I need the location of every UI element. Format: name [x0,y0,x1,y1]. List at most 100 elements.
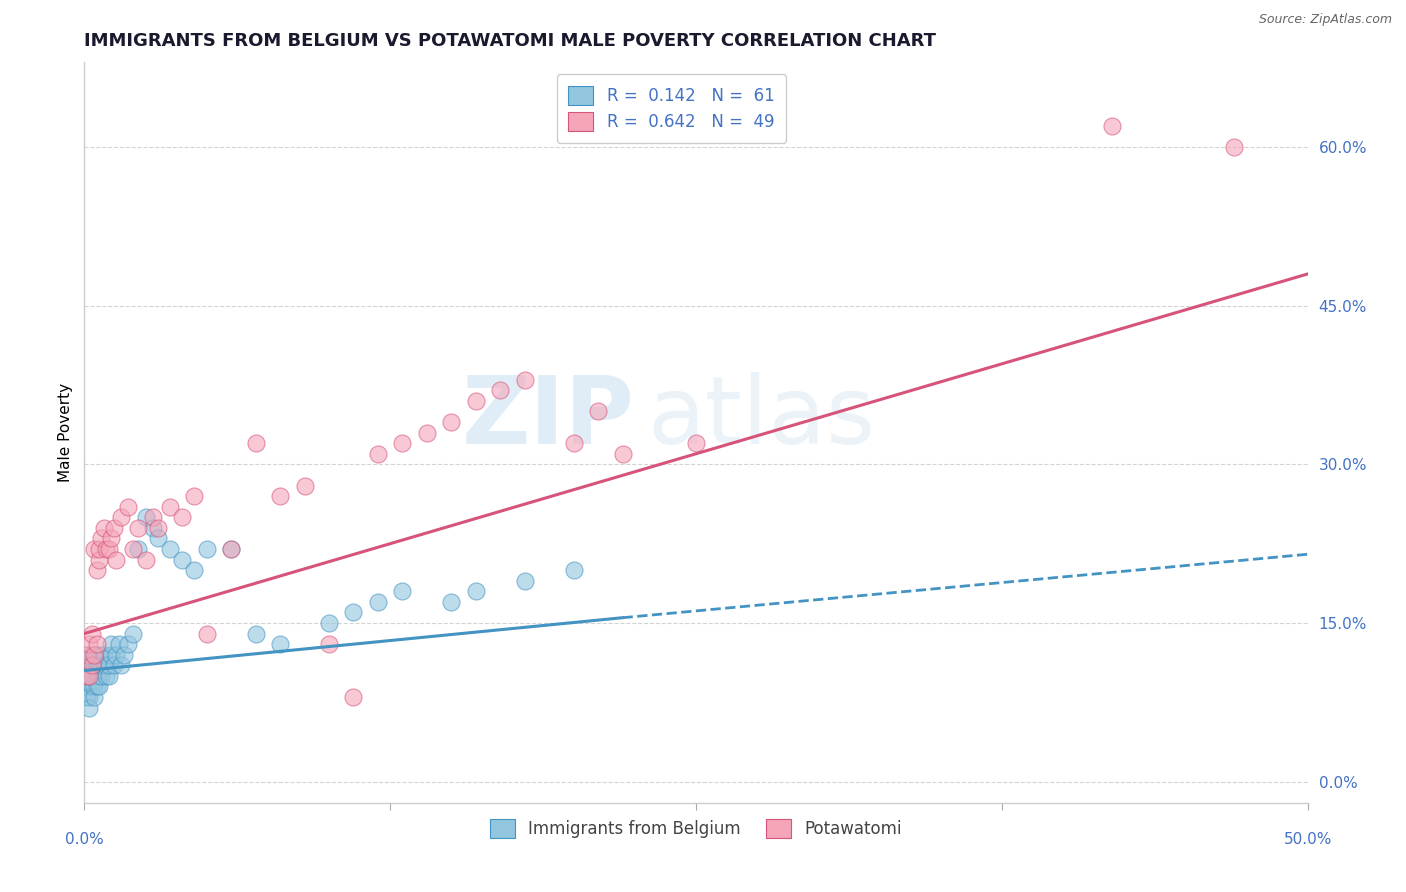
Text: ZIP: ZIP [463,372,636,464]
Point [110,658,132,673]
Point [135,552,157,566]
Point [1101,119,1123,133]
Point [83,669,105,683]
Point [97,541,120,556]
Point [117,637,139,651]
Point [464,393,486,408]
Point [80,626,103,640]
Text: atlas: atlas [647,372,876,464]
Point [159,500,181,514]
Point [112,648,135,662]
Point [183,563,205,577]
Text: IMMIGRANTS FROM BELGIUM VS POTAWATOMI MALE POVERTY CORRELATION CHART: IMMIGRANTS FROM BELGIUM VS POTAWATOMI MA… [84,32,936,50]
Text: 50.0%: 50.0% [1284,832,1331,847]
Point [87,669,110,683]
Point [135,510,157,524]
Point [367,447,389,461]
Point [489,384,512,398]
Point [97,658,120,673]
Point [100,637,122,651]
Point [195,541,218,556]
Point [110,510,132,524]
Point [142,521,165,535]
Point [80,658,103,673]
Point [96,658,118,673]
Point [93,658,115,673]
Point [367,595,389,609]
Point [87,680,110,694]
Point [80,658,103,673]
Point [107,637,129,651]
Point [86,680,108,694]
Point [86,563,108,577]
Point [562,436,585,450]
Point [77,658,100,673]
Point [93,521,115,535]
Point [159,541,181,556]
Point [183,489,205,503]
Point [391,584,413,599]
Legend: Immigrants from Belgium, Potawatomi: Immigrants from Belgium, Potawatomi [482,810,910,847]
Point [76,669,98,683]
Point [86,669,108,683]
Point [122,541,145,556]
Point [87,552,110,566]
Point [76,648,98,662]
Point [245,626,267,640]
Point [76,690,98,704]
Point [586,404,609,418]
Point [219,541,242,556]
Point [77,637,100,651]
Point [513,373,536,387]
Point [76,648,98,662]
Point [77,700,100,714]
Point [100,532,122,546]
Point [76,680,98,694]
Point [146,521,169,535]
Point [1223,140,1246,154]
Point [105,552,128,566]
Point [269,489,291,503]
Point [142,510,165,524]
Point [96,541,118,556]
Point [172,552,194,566]
Point [83,690,105,704]
Point [100,648,122,662]
Point [122,626,145,640]
Point [117,500,139,514]
Point [127,521,149,535]
Point [318,637,340,651]
Point [90,658,112,673]
Point [195,626,218,640]
Point [80,648,103,662]
Point [90,669,112,683]
Point [87,658,110,673]
Point [146,532,169,546]
Point [562,563,585,577]
Point [80,669,103,683]
Point [83,541,105,556]
Point [127,541,149,556]
Point [342,606,364,620]
Point [77,669,100,683]
Point [245,436,267,450]
Point [416,425,439,440]
Point [513,574,536,588]
Point [97,669,120,683]
Point [172,510,194,524]
Y-axis label: Male Poverty: Male Poverty [58,383,73,483]
Point [77,690,100,704]
Point [77,669,100,683]
Point [612,447,634,461]
Point [80,680,103,694]
Point [90,648,112,662]
Point [103,521,125,535]
Point [76,669,98,683]
Point [440,415,463,429]
Point [105,648,128,662]
Point [269,637,291,651]
Point [86,637,108,651]
Point [685,436,707,450]
Point [76,658,98,673]
Text: 0.0%: 0.0% [65,832,104,847]
